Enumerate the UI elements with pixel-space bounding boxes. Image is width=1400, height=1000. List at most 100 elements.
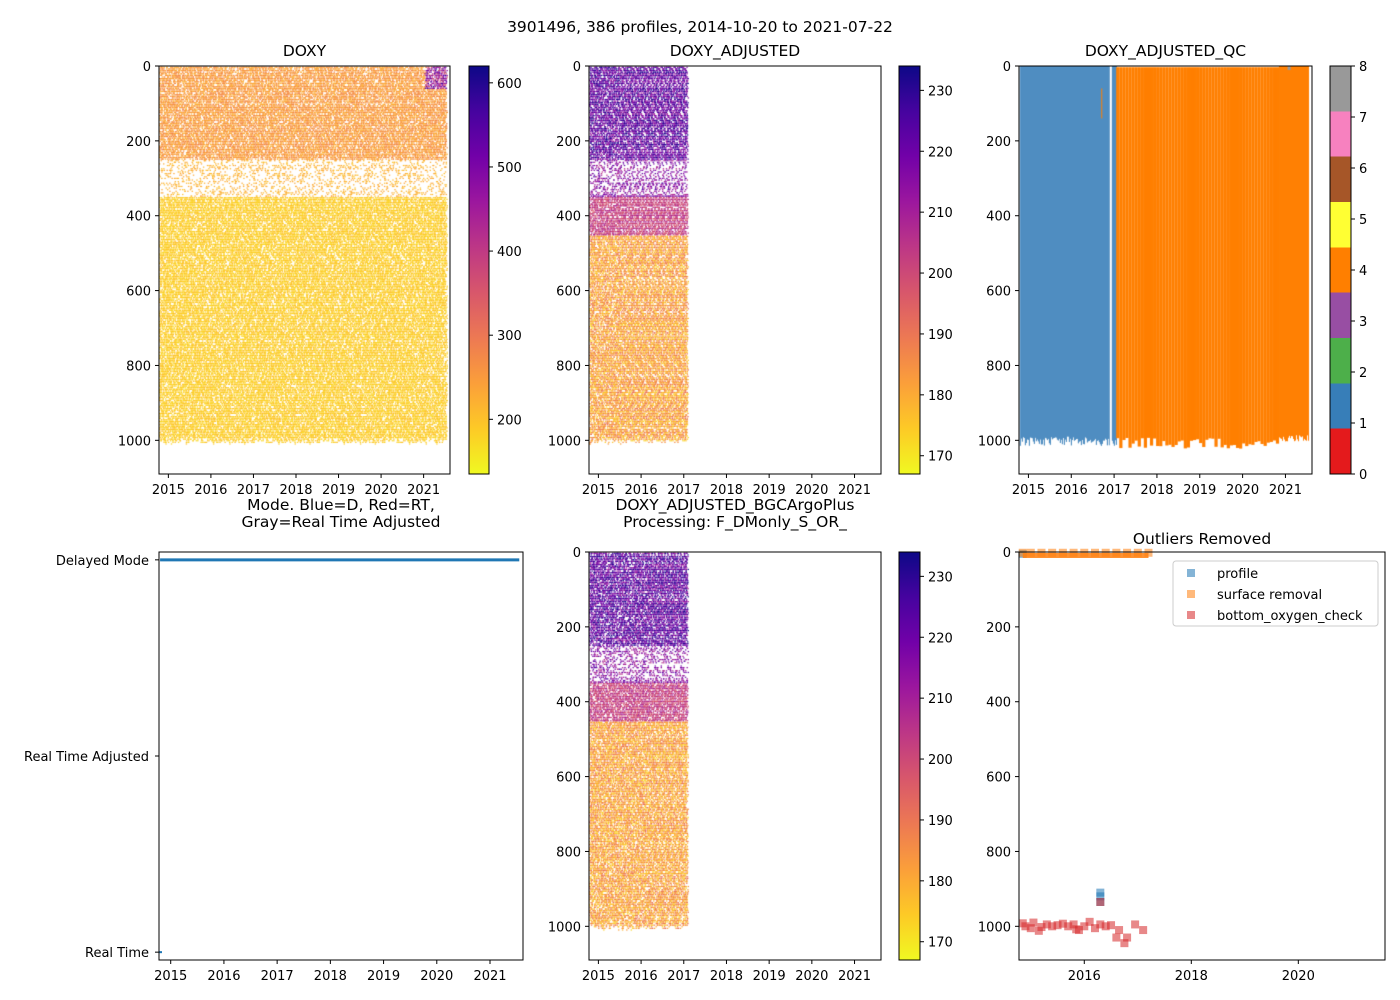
doxy-adjusted-x-tick-label: 2017 [667, 483, 700, 498]
doxy-colorbar [468, 65, 490, 475]
doxy-adjusted-bgc-colorbar-tick-label: 210 [928, 692, 953, 707]
mode-x-tick-label: 2019 [367, 969, 400, 984]
doxy-title: DOXY [283, 42, 327, 60]
doxy-adjusted-colorbar-tick-label: 180 [928, 389, 953, 404]
doxy-adjusted-title: DOXY_ADJUSTED [670, 42, 801, 61]
outlier-point-surface-removal [1058, 548, 1067, 557]
doxy-adjusted-qc-y-tick-label: 400 [986, 210, 1011, 225]
doxy-adjusted-bgc-y-tick-label: 600 [556, 771, 581, 786]
doxy-adjusted-bgc-y-tick-label: 1000 [548, 920, 581, 935]
outliers-plot-frame [1018, 551, 1386, 961]
outlier-point-bottom-oxygen-check [1048, 922, 1057, 931]
outlier-point-bottom-oxygen-check [1026, 924, 1035, 933]
outlier-point-surface-removal [1090, 548, 1099, 557]
mode-x-tick-label: 2018 [314, 969, 347, 984]
legend-entry: profile [1217, 567, 1258, 582]
legend-entry: bottom_oxygen_check [1217, 609, 1363, 624]
doxy-adjusted-qc-x-tick-label: 2016 [1055, 483, 1088, 498]
outlier-point-surface-removal [1112, 548, 1121, 557]
doxy-adjusted-y-tick-label: 1000 [548, 434, 581, 449]
doxy-adjusted-qc-x-tick-label: 2015 [1012, 483, 1045, 498]
outlier-point-bottom-oxygen-check [1085, 917, 1094, 926]
doxy-adjusted-bgc-title-line: DOXY_ADJUSTED_BGCArgoPlus [616, 496, 855, 515]
outlier-point-surface-removal [1069, 548, 1078, 557]
outlier-point-bottom-oxygen-check [1096, 897, 1105, 906]
outlier-point-bottom-oxygen-check [1139, 926, 1148, 935]
outliers-title-line: Outliers Removed [1133, 530, 1271, 548]
doxy-adjusted-bgc-x-tick-label: 2017 [667, 969, 700, 984]
doxy-adjusted-colorbar [898, 65, 921, 475]
outlier-point-surface-removal [1080, 548, 1089, 557]
outlier-point-bottom-oxygen-check [1053, 921, 1062, 930]
outlier-point-surface-removal [1133, 548, 1142, 557]
doxy-adjusted-bgc-colorbar-tick-label: 220 [928, 631, 953, 646]
mode-y-tick-label: Delayed Mode [56, 554, 149, 569]
doxy-adjusted-qc-plot-frame [1018, 65, 1313, 475]
doxy-adjusted-qc-colorbar-tick-label: 3 [1359, 315, 1367, 330]
figure-suptitle: 3901496, 386 profiles, 2014-10-20 to 202… [507, 18, 893, 36]
doxy-adjusted-qc-colorbar-tick-label: 0 [1359, 468, 1367, 483]
doxy-adjusted-bgc-x-tick-label: 2021 [838, 969, 871, 984]
doxy-plot-frame [158, 65, 451, 475]
outlier-point-surface-removal [1018, 548, 1027, 557]
outliers-y-tick-label: 0 [1003, 546, 1011, 561]
doxy-adjusted-qc-colorbar [1329, 65, 1352, 475]
outlier-point-surface-removal [1123, 548, 1132, 557]
outlier-point-bottom-oxygen-check [1120, 939, 1129, 948]
doxy-adjusted-bgc-title: DOXY_ADJUSTED_BGCArgoPlus Processing: F_D… [616, 496, 855, 532]
legend-entry: surface removal [1217, 588, 1322, 603]
doxy-adjusted-qc-y-tick-label: 0 [1003, 60, 1011, 75]
doxy-adjusted-qc-x-tick-label: 2018 [1140, 483, 1173, 498]
outliers-y-tick-label: 200 [986, 621, 1011, 636]
doxy-adjusted-y-tick-label: 400 [556, 210, 581, 225]
doxy-adjusted-qc-y-tick-label: 600 [986, 285, 1011, 300]
doxy-adjusted-bgc-x-tick-label: 2015 [582, 969, 615, 984]
doxy-y-tick-label: 400 [126, 210, 151, 225]
outlier-point-bottom-oxygen-check [1123, 933, 1132, 942]
outlier-point-surface-removal [1037, 548, 1046, 557]
doxy-adjusted-colorbar-tick-label: 170 [928, 450, 953, 465]
doxy-adjusted-bgc-colorbar-tick-label: 180 [928, 875, 953, 890]
doxy-adjusted-x-tick-label: 2015 [582, 483, 615, 498]
outlier-point-profile [1096, 892, 1105, 901]
doxy-adjusted-qc-title-line: DOXY_ADJUSTED_QC [1085, 42, 1246, 61]
doxy-x-tick-label: 2017 [237, 483, 270, 498]
doxy-colorbar-tick-label: 600 [497, 77, 522, 92]
doxy-adjusted-colorbar-tick-label: 210 [928, 206, 953, 221]
mode-x-tick-label: 2017 [261, 969, 294, 984]
mode-y-tick-label: Real Time Adjusted [24, 750, 149, 765]
mode-title: Mode. Blue=D, Red=RT, Gray=Real Time Adju… [241, 496, 440, 531]
outliers-x-tick-label: 2020 [1282, 969, 1315, 984]
doxy-adjusted-qc-colorbar-tick-label: 2 [1359, 366, 1367, 381]
outliers-y-tick-label: 400 [986, 696, 1011, 711]
doxy-adjusted-bgc-y-tick-label: 0 [573, 546, 581, 561]
doxy-adjusted-qc-y-tick-label: 800 [986, 359, 1011, 374]
outlier-point-bottom-oxygen-check [1058, 919, 1067, 928]
doxy-adjusted-bgc-colorbar [898, 551, 921, 961]
mode-x-tick-label: 2016 [207, 969, 240, 984]
legend-marker [1187, 611, 1195, 619]
outlier-point-bottom-oxygen-check [1029, 918, 1038, 927]
outlier-point-bottom-oxygen-check [1096, 920, 1105, 929]
outliers-y-tick-label: 1000 [978, 920, 1011, 935]
doxy-adjusted-bgc-y-tick-label: 800 [556, 845, 581, 860]
doxy-adjusted-bgc-x-tick-label: 2016 [625, 969, 658, 984]
doxy-x-tick-label: 2019 [322, 483, 355, 498]
outliers-title: Outliers Removed [1133, 530, 1271, 548]
doxy-adjusted-y-tick-label: 0 [573, 60, 581, 75]
doxy-x-tick-label: 2018 [279, 483, 312, 498]
doxy-adjusted-qc-colorbar-tick-label: 7 [1359, 111, 1367, 126]
doxy-adjusted-y-tick-label: 200 [556, 135, 581, 150]
outlier-point-surface-removal [1048, 548, 1057, 557]
outlier-point-bottom-oxygen-check [1042, 920, 1051, 929]
doxy-adjusted-y-tick-label: 600 [556, 285, 581, 300]
outlier-point-bottom-oxygen-check [1021, 922, 1030, 931]
mode-y-tick-label: Real Time [85, 946, 149, 961]
legend-marker [1187, 590, 1195, 598]
doxy-adjusted-qc-colorbar-tick-label: 8 [1359, 60, 1367, 75]
doxy-adjusted-qc-heatmap-image [1019, 66, 1312, 474]
outliers-x-tick-label: 2018 [1175, 969, 1208, 984]
outlier-point-bottom-oxygen-check [1090, 924, 1099, 933]
doxy-adjusted-bgc-x-tick-label: 2018 [710, 969, 743, 984]
